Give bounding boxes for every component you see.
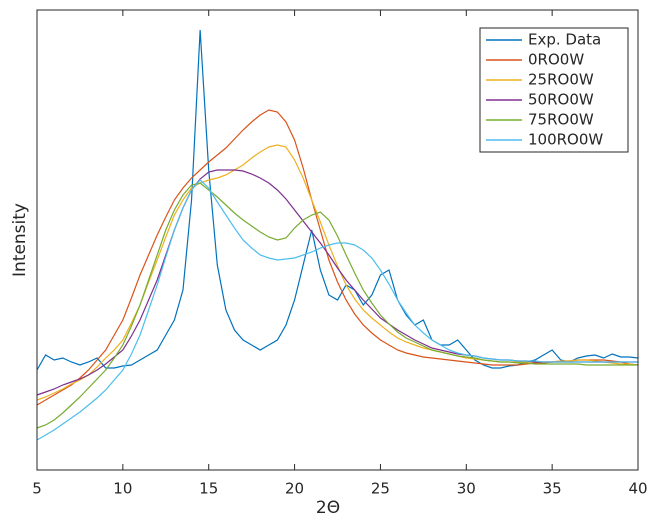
series-line: [36, 182, 638, 429]
series-line: [36, 169, 638, 396]
series-line: [36, 179, 638, 441]
y-axis-label: Intensity: [10, 203, 30, 277]
x-tick-label: 5: [32, 480, 42, 498]
legend-label: 75RO0W: [528, 111, 594, 129]
legend-label: 100RO0W: [528, 131, 603, 149]
legend-label: 25RO0W: [528, 71, 594, 89]
x-tick-label: 10: [113, 480, 132, 498]
x-tick-label: 30: [457, 480, 476, 498]
x-tick-label: 15: [199, 480, 218, 498]
x-axis-label: 2Θ: [316, 498, 340, 518]
legend-label: Exp. Data: [528, 31, 601, 49]
axes-box: [36, 9, 639, 471]
legend-box: [479, 27, 629, 153]
x-tick-label: 35: [543, 480, 562, 498]
legend-label: 0RO0W: [528, 51, 584, 69]
legend-label: 50RO0W: [528, 91, 594, 109]
x-tick-label: 20: [285, 480, 304, 498]
series-line: [36, 109, 639, 406]
x-tick-label: 40: [628, 480, 647, 498]
series-line: [36, 29, 639, 371]
x-tick-label: 25: [371, 480, 390, 498]
